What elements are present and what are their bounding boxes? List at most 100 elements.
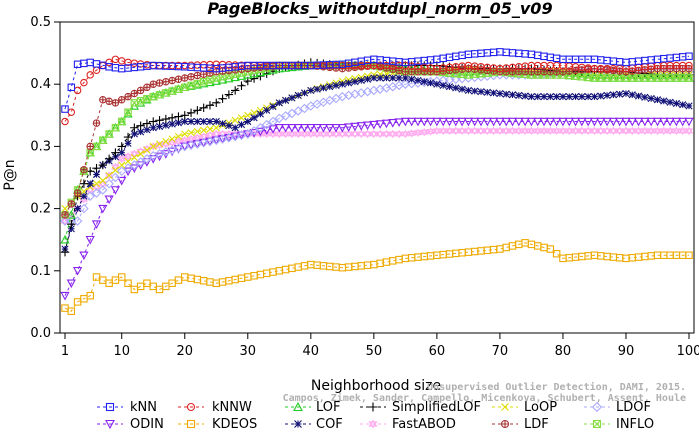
data-point xyxy=(509,68,516,75)
data-point xyxy=(350,122,360,132)
data-point xyxy=(344,123,354,132)
legend-item-inflo: INFLO xyxy=(584,417,654,432)
data-point xyxy=(520,117,530,127)
data-point xyxy=(237,114,246,122)
data-point xyxy=(72,216,83,226)
data-point xyxy=(402,68,409,75)
data-point xyxy=(212,124,220,132)
data-point xyxy=(583,117,593,127)
data-point xyxy=(79,251,89,261)
series-line xyxy=(64,130,689,222)
data-point xyxy=(86,71,94,79)
data-point xyxy=(85,235,95,245)
data-point xyxy=(293,123,303,133)
data-point xyxy=(646,126,656,136)
data-point xyxy=(149,93,157,101)
data-point xyxy=(105,130,113,138)
data-point xyxy=(616,90,624,98)
data-point xyxy=(162,121,170,129)
data-point xyxy=(192,79,202,89)
data-point xyxy=(161,114,171,124)
data-point xyxy=(68,200,75,208)
data-point xyxy=(199,138,209,148)
data-point xyxy=(609,91,617,99)
data-point xyxy=(477,88,485,96)
data-point xyxy=(80,78,88,87)
y-tick-label: 0.5 xyxy=(30,15,51,30)
data-point xyxy=(388,119,398,128)
y-tick-label: 0.2 xyxy=(30,202,51,217)
data-point xyxy=(231,116,239,124)
data-point xyxy=(92,163,101,173)
legend-label: LoOP xyxy=(524,400,557,415)
data-point xyxy=(401,74,409,82)
data-point xyxy=(67,108,76,116)
data-point xyxy=(363,75,372,83)
data-point xyxy=(300,89,309,97)
legend-label: SimplifiedLOF xyxy=(392,400,481,415)
data-point xyxy=(124,108,132,116)
data-point xyxy=(621,117,631,127)
data-point xyxy=(633,117,644,127)
data-point xyxy=(464,71,472,79)
legend-label: INFLO xyxy=(616,417,654,432)
data-point xyxy=(369,120,379,130)
data-point xyxy=(162,89,170,97)
data-point xyxy=(363,129,372,139)
data-point xyxy=(67,83,76,92)
data-point xyxy=(124,157,132,165)
data-point xyxy=(104,171,114,180)
data-point xyxy=(150,81,157,88)
data-point xyxy=(123,163,133,173)
data-point xyxy=(218,73,227,81)
data-point xyxy=(194,72,201,79)
data-point xyxy=(457,126,467,136)
data-point xyxy=(559,68,567,75)
data-point xyxy=(420,127,429,137)
data-point xyxy=(186,141,196,151)
data-point xyxy=(368,402,378,412)
data-point xyxy=(502,243,510,252)
data-point xyxy=(205,101,215,110)
data-point xyxy=(527,93,536,101)
data-point xyxy=(616,74,624,82)
data-point xyxy=(217,135,228,144)
data-point xyxy=(66,279,76,289)
data-point xyxy=(584,93,592,101)
data-point xyxy=(117,176,127,186)
data-point xyxy=(244,117,252,126)
data-point xyxy=(565,126,574,136)
data-point xyxy=(495,126,505,136)
data-point xyxy=(275,99,283,107)
data-point xyxy=(318,123,329,133)
data-point xyxy=(200,78,208,86)
data-point xyxy=(117,117,126,126)
data-point xyxy=(130,149,139,159)
data-point xyxy=(155,140,164,150)
data-point xyxy=(628,126,637,136)
data-point xyxy=(293,401,303,412)
data-point xyxy=(685,52,693,60)
data-point xyxy=(672,74,680,82)
data-point xyxy=(99,177,107,185)
data-point xyxy=(111,123,120,132)
data-point xyxy=(558,126,568,136)
data-point xyxy=(117,273,126,281)
data-point xyxy=(181,130,189,138)
data-point xyxy=(389,74,397,82)
data-point xyxy=(85,191,95,201)
data-point xyxy=(92,60,101,68)
data-point xyxy=(640,126,650,136)
data-point xyxy=(489,126,498,136)
data-point xyxy=(483,88,491,96)
data-point xyxy=(319,84,328,92)
data-point xyxy=(608,117,618,127)
data-point xyxy=(212,74,220,82)
data-point xyxy=(60,247,70,257)
data-point xyxy=(143,95,151,103)
data-point xyxy=(508,126,517,136)
data-point xyxy=(86,291,94,300)
data-point xyxy=(376,74,384,82)
data-point xyxy=(137,150,145,158)
data-point xyxy=(293,61,303,71)
